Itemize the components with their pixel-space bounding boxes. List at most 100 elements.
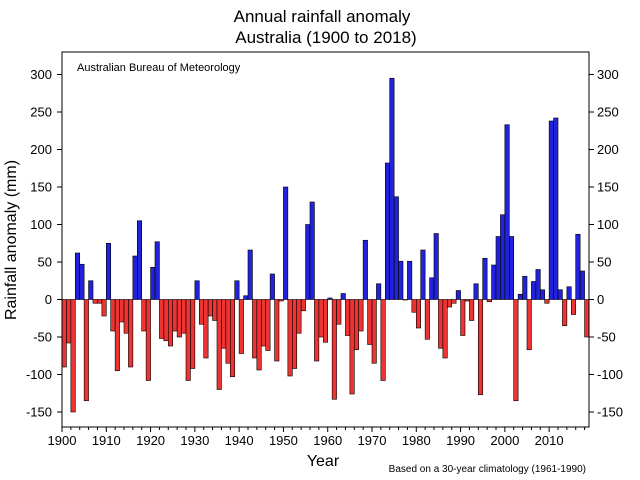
climatology-footnote: Based on a 30-year climatology (1961-199… xyxy=(389,464,586,475)
x-tick-label-1970: 1970 xyxy=(358,433,387,448)
bar-2013 xyxy=(562,299,568,327)
bar-1951 xyxy=(287,299,293,377)
bar-2003 xyxy=(517,293,523,300)
bar-1917 xyxy=(136,220,143,300)
bar-1984 xyxy=(433,233,439,300)
bar-1992 xyxy=(469,299,475,321)
bar-1977 xyxy=(402,299,408,301)
bar-1970 xyxy=(371,299,377,364)
y-tick-label-right-0: 0 xyxy=(597,292,604,307)
bar-1974 xyxy=(389,77,395,300)
bar-2016 xyxy=(575,233,581,300)
bar-1932 xyxy=(203,299,209,359)
bar-2014 xyxy=(566,286,572,300)
bar-2010 xyxy=(548,120,554,300)
y-tick-label-left-200: 200 xyxy=(30,142,52,157)
bar-1920 xyxy=(150,266,156,300)
bar-1901 xyxy=(66,299,72,344)
bar-1906 xyxy=(88,280,94,300)
bar-1929 xyxy=(190,299,196,369)
plot-frame xyxy=(61,51,590,428)
x-tick-label-1990: 1990 xyxy=(446,433,475,448)
bar-1989 xyxy=(455,290,461,300)
bar-1913 xyxy=(119,299,125,323)
bar-1915 xyxy=(128,299,134,368)
y-axis-label: Rainfall anomaly (mm) xyxy=(3,160,20,320)
bar-1994 xyxy=(477,299,484,396)
x-tick-label-1930: 1930 xyxy=(180,433,209,448)
bar-1905 xyxy=(83,299,89,402)
y-tick-label-left-300: 300 xyxy=(30,67,52,82)
bar-2004 xyxy=(522,275,528,300)
y-tick-label-right-200: 200 xyxy=(597,142,619,157)
y-tick-label-left--50: -50 xyxy=(33,330,52,345)
bar-1902 xyxy=(70,299,76,413)
x-tick-label-1950: 1950 xyxy=(269,433,298,448)
bar-1939 xyxy=(234,280,240,300)
bar-1982 xyxy=(424,299,430,340)
bar-1900 xyxy=(61,299,67,368)
bar-1940 xyxy=(238,299,244,354)
bar-1979 xyxy=(411,299,417,313)
bar-1993 xyxy=(473,283,479,300)
bar-1936 xyxy=(221,299,227,349)
bar-1927 xyxy=(181,299,187,334)
y-tick-label-right--150: -150 xyxy=(597,405,623,420)
bar-2001 xyxy=(508,236,515,300)
x-tick-label-2000: 2000 xyxy=(490,433,519,448)
bar-1938 xyxy=(229,299,236,378)
bar-1967 xyxy=(358,299,364,332)
bars-group xyxy=(61,77,590,413)
bar-1996 xyxy=(486,299,492,303)
x-tick-label-1900: 1900 xyxy=(48,433,77,448)
bar-1944 xyxy=(256,299,262,371)
bar-1924 xyxy=(167,299,174,347)
bar-2006 xyxy=(531,281,537,300)
y-tick-label-left--150: -150 xyxy=(26,405,52,420)
bar-1922 xyxy=(159,299,165,339)
bar-1930 xyxy=(194,280,200,300)
bar-1975 xyxy=(393,196,399,300)
bar-1957 xyxy=(314,299,320,362)
y-tick-label-left-0: 0 xyxy=(45,292,52,307)
bar-2005 xyxy=(526,299,532,351)
bar-1954 xyxy=(300,299,306,312)
bar-1911 xyxy=(110,299,116,332)
bar-1952 xyxy=(291,299,298,369)
bar-2008 xyxy=(539,289,546,300)
bar-1991 xyxy=(464,299,470,302)
bar-1959 xyxy=(322,299,329,343)
bar-2015 xyxy=(570,299,577,315)
bar-1945 xyxy=(260,299,267,347)
bar-1999 xyxy=(500,214,506,300)
bar-1914 xyxy=(123,299,129,334)
bar-1916 xyxy=(132,255,138,300)
bar-1986 xyxy=(442,299,448,359)
ticks-group: -150 -150 -100 -100 -50 -50 0 0 50 50 100 100 150 150… xyxy=(26,67,623,448)
bar-1908 xyxy=(97,299,103,304)
bar-2018 xyxy=(584,299,590,338)
x-tick-label-1940: 1940 xyxy=(225,433,254,448)
bar-1937 xyxy=(225,299,231,364)
bar-1971 xyxy=(376,283,382,300)
bar-1960 xyxy=(327,297,333,300)
bar-1962 xyxy=(336,299,342,325)
bar-2017 xyxy=(579,270,585,300)
bar-1910 xyxy=(105,242,112,300)
bar-1946 xyxy=(265,299,271,351)
bar-1947 xyxy=(269,273,275,300)
bar-1972 xyxy=(380,299,386,381)
bar-1942 xyxy=(247,249,253,300)
bar-1968 xyxy=(362,239,368,300)
bar-1931 xyxy=(198,299,205,325)
bar-1958 xyxy=(318,299,324,338)
y-tick-label-right--100: -100 xyxy=(597,367,623,382)
bar-1987 xyxy=(446,299,453,308)
bar-1963 xyxy=(340,293,346,300)
bar-1912 xyxy=(114,299,120,372)
bar-1988 xyxy=(451,299,457,304)
bar-2000 xyxy=(504,124,510,300)
bar-1964 xyxy=(345,299,351,336)
bar-1985 xyxy=(438,299,444,349)
